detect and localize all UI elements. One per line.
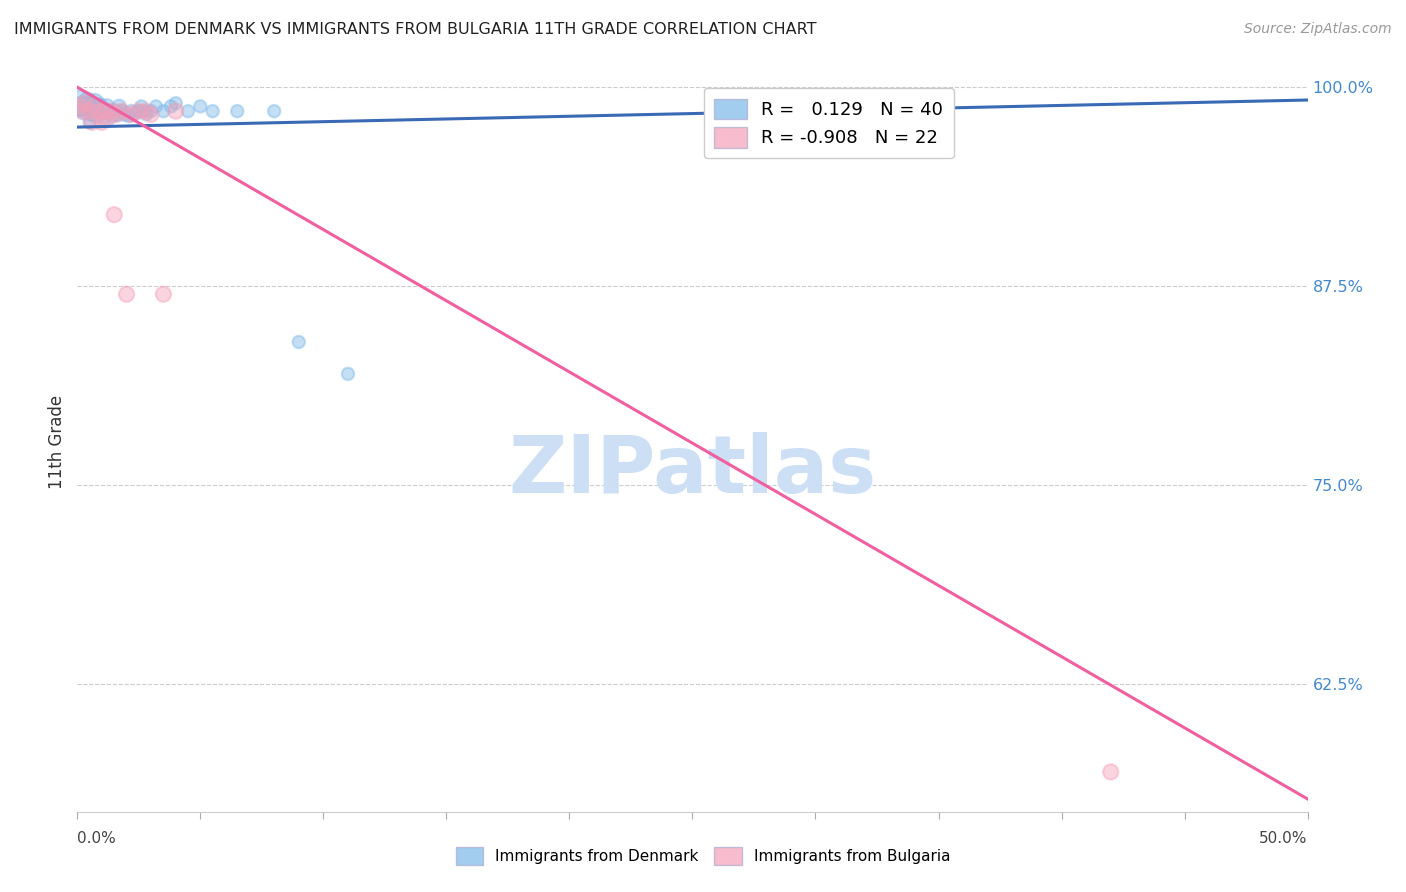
- Point: [83, 96, 105, 111]
- Point: [152, 287, 174, 301]
- Point: [73, 96, 96, 111]
- Point: [69, 96, 91, 111]
- Point: [79, 104, 101, 119]
- Point: [135, 107, 157, 121]
- Point: [70, 99, 93, 113]
- Point: [112, 107, 135, 121]
- Point: [96, 112, 118, 127]
- Point: [101, 109, 124, 123]
- Y-axis label: 11th Grade: 11th Grade: [48, 394, 66, 489]
- Point: [128, 104, 150, 119]
- Legend: R =   0.129   N = 40, R = -0.908   N = 22: R = 0.129 N = 40, R = -0.908 N = 22: [703, 87, 955, 159]
- Point: [263, 104, 285, 119]
- Text: 50.0%: 50.0%: [1260, 830, 1308, 846]
- Point: [152, 104, 174, 119]
- Point: [165, 96, 187, 111]
- Point: [111, 104, 132, 119]
- Point: [103, 208, 125, 222]
- Point: [129, 99, 153, 113]
- Point: [1099, 764, 1122, 779]
- Point: [226, 104, 249, 119]
- Point: [145, 99, 167, 113]
- Point: [188, 99, 212, 113]
- Point: [337, 367, 360, 381]
- Point: [201, 104, 224, 119]
- Point: [177, 104, 200, 119]
- Point: [73, 104, 96, 119]
- Point: [122, 107, 145, 121]
- Point: [82, 104, 104, 119]
- Point: [83, 99, 105, 113]
- Point: [89, 99, 111, 113]
- Point: [98, 104, 121, 119]
- Point: [141, 107, 163, 121]
- Point: [115, 287, 138, 301]
- Point: [141, 104, 163, 119]
- Text: 0.0%: 0.0%: [77, 830, 117, 846]
- Point: [79, 99, 101, 113]
- Point: [103, 104, 125, 119]
- Legend: Immigrants from Denmark, Immigrants from Bulgaria: Immigrants from Denmark, Immigrants from…: [450, 841, 956, 871]
- Point: [804, 96, 827, 111]
- Point: [76, 93, 98, 107]
- Text: IMMIGRANTS FROM DENMARK VS IMMIGRANTS FROM BULGARIA 11TH GRADE CORRELATION CHART: IMMIGRANTS FROM DENMARK VS IMMIGRANTS FR…: [14, 22, 817, 37]
- Point: [160, 99, 183, 113]
- Text: Source: ZipAtlas.com: Source: ZipAtlas.com: [1244, 22, 1392, 37]
- Point: [105, 107, 128, 121]
- Point: [111, 104, 132, 119]
- Point: [118, 109, 141, 123]
- Point: [108, 99, 131, 113]
- Point: [86, 107, 108, 121]
- Point: [105, 107, 128, 121]
- Point: [135, 104, 157, 119]
- Point: [93, 104, 115, 119]
- Point: [121, 107, 143, 121]
- Point: [89, 104, 111, 119]
- Point: [93, 109, 115, 123]
- Text: ZIPatlas: ZIPatlas: [509, 432, 876, 510]
- Point: [165, 104, 187, 119]
- Point: [90, 104, 114, 119]
- Point: [79, 115, 101, 129]
- Point: [96, 99, 118, 113]
- Point: [132, 104, 155, 119]
- Point: [121, 104, 143, 119]
- Point: [288, 334, 311, 349]
- Point: [101, 104, 124, 119]
- Point: [128, 104, 150, 119]
- Point: [70, 104, 93, 119]
- Point: [90, 115, 114, 129]
- Point: [69, 99, 91, 113]
- Point: [82, 115, 104, 129]
